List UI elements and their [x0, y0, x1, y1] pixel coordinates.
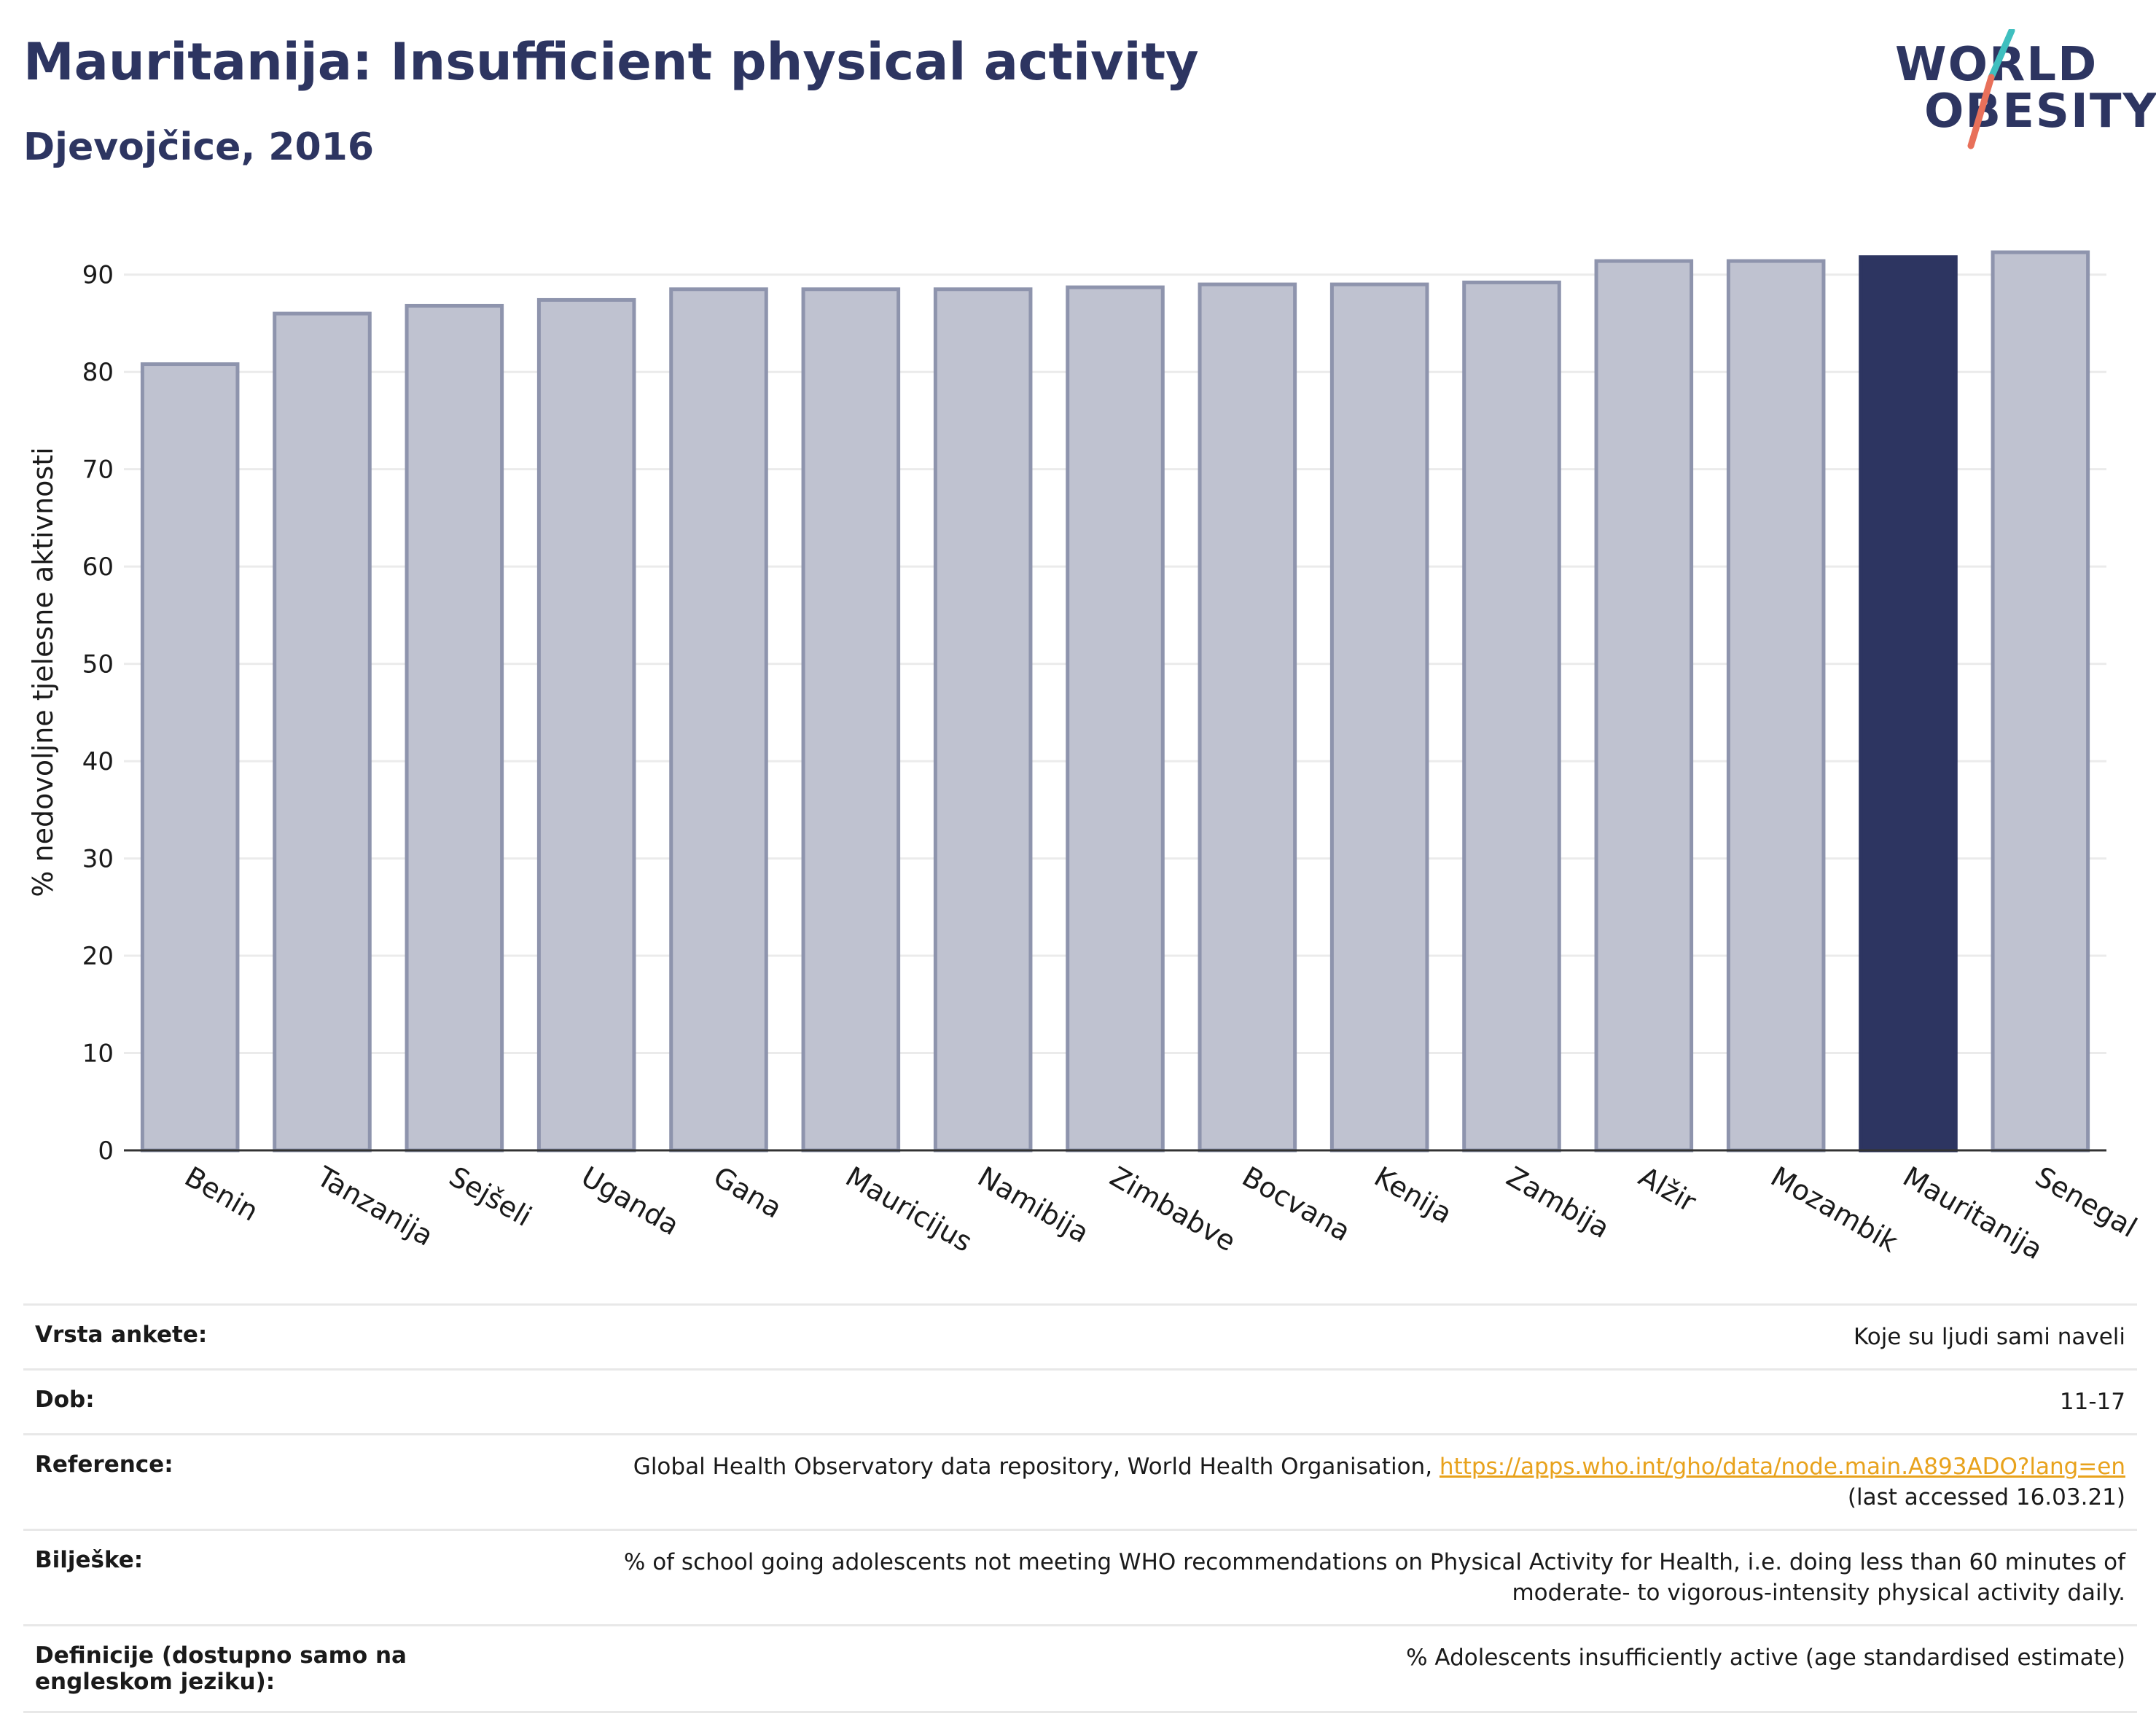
bar-namibija: [933, 287, 1033, 1153]
y-tick-label: 0: [98, 1136, 114, 1166]
x-tick-label: Tanzanija: [311, 1160, 439, 1252]
world-obesity-logo: WORLD OBESITY: [1895, 29, 2156, 160]
meta-row-notes: Bilješke: % of school going adolescents …: [23, 1529, 2137, 1626]
x-tick-label: Sejšeli: [444, 1161, 537, 1233]
meta-value: % of school going adolescents not meetin…: [557, 1529, 2137, 1626]
bar-benin: [140, 362, 240, 1153]
x-tick-label: Zambija: [1501, 1161, 1615, 1245]
y-axis-label: % nedovoljne tjelesne aktivnosti: [27, 447, 59, 897]
meta-key: Bilješke:: [23, 1529, 557, 1626]
y-tick-label: 30: [82, 845, 114, 874]
meta-key: Reference:: [23, 1433, 557, 1530]
meta-row-age: Dob: 11-17: [23, 1368, 2137, 1435]
x-tick-label: Benin: [179, 1161, 264, 1228]
bar-sejšeli: [405, 303, 504, 1153]
bars: [140, 250, 2090, 1153]
bar-senegal: [1991, 250, 2090, 1153]
reference-text: Global Health Observatory data repositor…: [633, 1454, 1440, 1480]
reference-link[interactable]: https://apps.who.int/gho/data/node.main.…: [1439, 1454, 2125, 1480]
x-tick-label: Kenija: [1369, 1161, 1457, 1231]
meta-value: 11-17: [557, 1368, 2137, 1435]
y-tick-label: 40: [82, 747, 114, 776]
reference-accessed: (last accessed 16.03.21): [1847, 1484, 2125, 1510]
bar-zambija: [1462, 280, 1561, 1153]
meta-row-definitions: Definicije (dostupno samo na engleskom j…: [23, 1624, 2137, 1713]
bar-gana: [669, 287, 768, 1153]
bar-zimbabve: [1066, 285, 1165, 1153]
bar-mauritanija: [1859, 255, 1958, 1153]
x-tick-label: Senegal: [2030, 1161, 2142, 1244]
logo-slash-icon: [1967, 29, 2015, 149]
page-title: Mauritanija: Insufficient physical activ…: [23, 32, 1199, 92]
y-tick-label: 70: [82, 456, 114, 485]
bar-mozambik: [1726, 259, 1826, 1153]
bar-alžir: [1594, 259, 1694, 1153]
y-tick-label: 20: [82, 942, 114, 971]
meta-key: Definicije (dostupno samo na engleskom j…: [23, 1624, 557, 1713]
meta-key: Dob:: [23, 1368, 557, 1435]
page-subtitle: Djevojčice, 2016: [23, 125, 375, 169]
x-tick-label: Mozambik: [1765, 1161, 1903, 1259]
x-tick-label: Mauritanija: [1898, 1161, 2048, 1266]
y-axis-ticks: 0 10 20 30 40 50 60 70 80 90: [82, 261, 114, 1166]
bar-mauricijus: [801, 287, 901, 1153]
meta-row-reference: Reference: Global Health Observatory dat…: [23, 1433, 2137, 1530]
meta-row-survey: Vrsta ankete: Koje su ljudi sami naveli: [23, 1303, 2137, 1370]
x-axis-ticks: Benin Tanzanija Sejšeli Uganda Gana Mauriciju…: [179, 1160, 2142, 1266]
bar-bocvana: [1198, 282, 1297, 1153]
x-tick-label: Mauricijus: [840, 1161, 977, 1258]
metadata-table: Vrsta ankete: Koje su ljudi sami naveli …: [23, 1303, 2137, 1713]
bar-chart: 0 10 20 30 40 50 60 70 80 90 Benin Tanzanija Sejšel…: [27, 250, 2142, 1266]
y-tick-label: 60: [82, 553, 114, 582]
x-tick-label: Zimbabve: [1105, 1161, 1241, 1258]
x-tick-label: Alžir: [1633, 1161, 1702, 1219]
y-tick-label: 90: [82, 261, 114, 290]
x-tick-label: Uganda: [576, 1161, 684, 1241]
x-tick-label: Namibija: [972, 1161, 1094, 1249]
logo-line2: OBESITY: [1924, 85, 2156, 139]
bar-kenija: [1329, 282, 1429, 1153]
bar-uganda: [536, 297, 636, 1153]
meta-value: % Adolescents insufficiently active (age…: [557, 1624, 2137, 1713]
bar-tanzanija: [273, 311, 372, 1153]
meta-value: Koje su ljudi sami naveli: [557, 1303, 2137, 1370]
x-tick-label: Gana: [708, 1161, 788, 1225]
y-tick-label: 10: [82, 1040, 114, 1069]
y-tick-label: 80: [82, 358, 114, 387]
meta-key: Vrsta ankete:: [23, 1303, 557, 1370]
x-tick-label: Bocvana: [1237, 1161, 1356, 1248]
y-tick-label: 50: [82, 650, 114, 679]
